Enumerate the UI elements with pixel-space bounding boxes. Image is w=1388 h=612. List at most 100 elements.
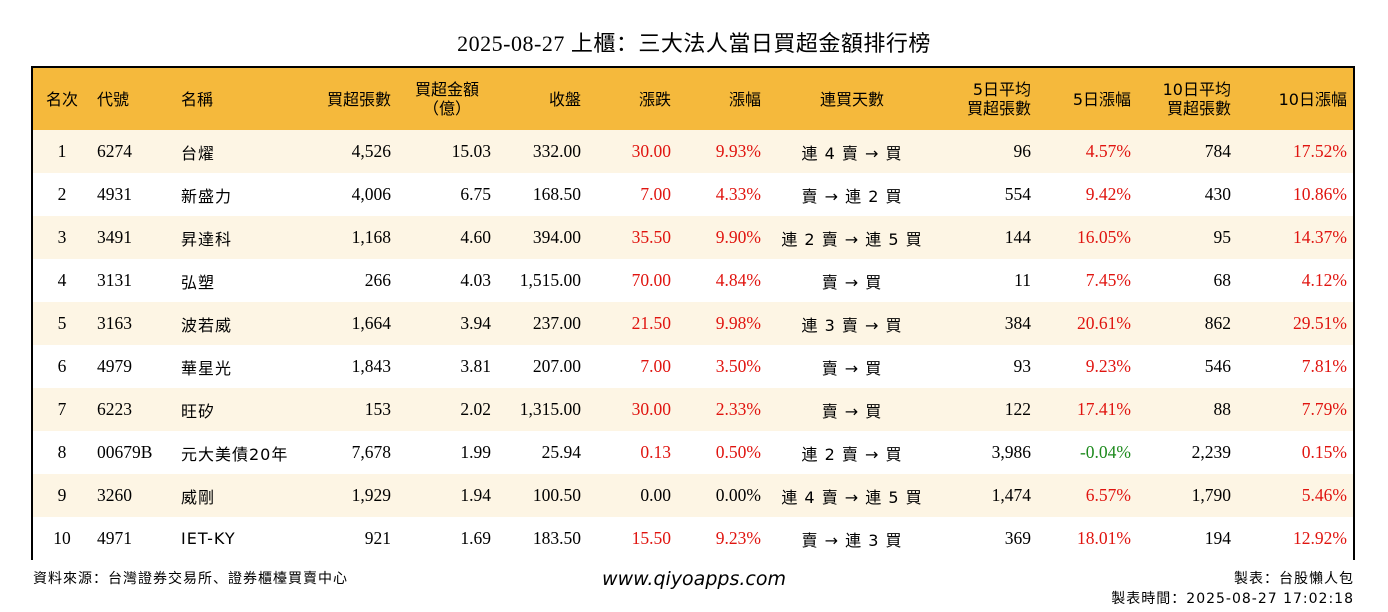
cell-pct10: 7.79% [1237, 388, 1353, 431]
cell-avg5: 11 [937, 259, 1037, 302]
table-row: 2 4931 新盛力 4,006 6.75 168.50 7.00 4.33% 賣 → 連 2 … [33, 173, 1353, 216]
cell-rank: 3 [33, 216, 91, 259]
cell-pct: 9.93% [677, 130, 767, 173]
table-body: 1 6274 台燿 4,526 15.03 332.00 30.00 9.93% 連 4 賣 →… [33, 130, 1353, 560]
cell-rank: 9 [33, 474, 91, 517]
cell-avg5: 93 [937, 345, 1037, 388]
cell-change: 21.50 [587, 302, 677, 345]
header-avg5: 5日平均 買超張數 [937, 68, 1037, 130]
cell-pct5: 20.61% [1037, 302, 1137, 345]
cell-pct10: 12.92% [1237, 517, 1353, 560]
cell-buy-lots: 1,664 [295, 302, 397, 345]
cell-avg5: 384 [937, 302, 1037, 345]
cell-buy-lots: 1,843 [295, 345, 397, 388]
cell-pct10: 7.81% [1237, 345, 1353, 388]
website-link[interactable]: www.qiyoapps.com [602, 568, 786, 590]
cell-pct5: 17.41% [1037, 388, 1137, 431]
cell-close: 237.00 [497, 302, 587, 345]
cell-rank: 1 [33, 130, 91, 173]
cell-pct: 9.23% [677, 517, 767, 560]
cell-name: IET-KY [175, 517, 295, 560]
cell-avg5: 1,474 [937, 474, 1037, 517]
cell-name: 華星光 [175, 345, 295, 388]
table-row: 3 3491 昇達科 1,168 4.60 394.00 35.50 9.90% 連 2 賣 →… [33, 216, 1353, 259]
header-code: 代號 [91, 68, 175, 130]
maker-label: 製表：台股懶人包 [1234, 571, 1354, 587]
cell-rank: 4 [33, 259, 91, 302]
cell-rank: 10 [33, 517, 91, 560]
cell-change: 7.00 [587, 173, 677, 216]
cell-rank: 5 [33, 302, 91, 345]
cell-avg10: 2,239 [1137, 431, 1237, 474]
header-avg10-line1: 10日平均 [1162, 80, 1231, 99]
cell-change: 70.00 [587, 259, 677, 302]
cell-close: 207.00 [497, 345, 587, 388]
header-buy-amount: 買超金額 （億） [397, 68, 497, 130]
cell-name: 威剛 [175, 474, 295, 517]
cell-buy-amount: 4.60 [397, 216, 497, 259]
table-row: 10 4971 IET-KY 921 1.69 183.50 15.50 9.23% 賣 → 連… [33, 517, 1353, 560]
cell-streak: 賣 → 買 [767, 259, 937, 302]
header-name: 名稱 [175, 68, 295, 130]
cell-pct5: 16.05% [1037, 216, 1137, 259]
cell-buy-amount: 3.81 [397, 345, 497, 388]
table-row: 8 00679B 元大美債20年 7,678 1.99 25.94 0.13 0.50% 連 2… [33, 431, 1353, 474]
cell-avg5: 554 [937, 173, 1037, 216]
cell-code: 6274 [91, 130, 175, 173]
cell-buy-lots: 921 [295, 517, 397, 560]
cell-avg10: 546 [1137, 345, 1237, 388]
cell-pct: 0.50% [677, 431, 767, 474]
cell-name: 元大美債20年 [175, 431, 295, 474]
cell-rank: 8 [33, 431, 91, 474]
page-title: 2025-08-27 上櫃：三大法人當日買超金額排行榜 [457, 31, 931, 56]
cell-buy-lots: 4,006 [295, 173, 397, 216]
cell-buy-amount: 1.99 [397, 431, 497, 474]
cell-close: 1,315.00 [497, 388, 587, 431]
cell-pct5: 18.01% [1037, 517, 1137, 560]
cell-buy-amount: 1.94 [397, 474, 497, 517]
cell-code: 3260 [91, 474, 175, 517]
cell-streak: 賣 → 連 3 買 [767, 517, 937, 560]
cell-avg10: 430 [1137, 173, 1237, 216]
cell-pct10: 5.46% [1237, 474, 1353, 517]
cell-name: 弘塑 [175, 259, 295, 302]
header-avg10-line2: 買超張數 [1166, 99, 1231, 118]
cell-code: 4971 [91, 517, 175, 560]
cell-code: 4931 [91, 173, 175, 216]
cell-change: 30.00 [587, 130, 677, 173]
header-pct5: 5日漲幅 [1037, 68, 1137, 130]
cell-buy-lots: 1,168 [295, 216, 397, 259]
cell-close: 332.00 [497, 130, 587, 173]
cell-pct10: 0.15% [1237, 431, 1353, 474]
cell-pct10: 10.86% [1237, 173, 1353, 216]
cell-pct5: 4.57% [1037, 130, 1137, 173]
cell-streak: 賣 → 買 [767, 388, 937, 431]
cell-pct5: 9.42% [1037, 173, 1137, 216]
cell-avg10: 194 [1137, 517, 1237, 560]
cell-streak: 賣 → 買 [767, 345, 937, 388]
cell-close: 394.00 [497, 216, 587, 259]
cell-buy-lots: 1,929 [295, 474, 397, 517]
cell-streak: 連 4 賣 → 連 5 買 [767, 474, 937, 517]
cell-avg10: 95 [1137, 216, 1237, 259]
cell-buy-lots: 153 [295, 388, 397, 431]
cell-pct: 3.50% [677, 345, 767, 388]
cell-pct: 9.90% [677, 216, 767, 259]
cell-rank: 7 [33, 388, 91, 431]
header-rank: 名次 [33, 68, 91, 130]
cell-avg10: 88 [1137, 388, 1237, 431]
cell-rank: 2 [33, 173, 91, 216]
cell-close: 100.50 [497, 474, 587, 517]
table-row: 1 6274 台燿 4,526 15.03 332.00 30.00 9.93% 連 4 賣 →… [33, 130, 1353, 173]
table-row: 6 4979 華星光 1,843 3.81 207.00 7.00 3.50% 賣 → 買 93 9… [33, 345, 1353, 388]
table-row: 4 3131 弘塑 266 4.03 1,515.00 70.00 4.84% 賣 → 買 11 7… [33, 259, 1353, 302]
table-row: 9 3260 威剛 1,929 1.94 100.50 0.00 0.00% 連 4 賣 → 連… [33, 474, 1353, 517]
cell-pct10: 29.51% [1237, 302, 1353, 345]
cell-buy-amount: 15.03 [397, 130, 497, 173]
cell-buy-amount: 3.94 [397, 302, 497, 345]
cell-pct5: 7.45% [1037, 259, 1137, 302]
ranking-table: 名次 代號 名稱 買超張數 買超金額 （億） 收盤 漲跌 漲幅 連買天數 5日平均… [31, 66, 1355, 560]
cell-name: 台燿 [175, 130, 295, 173]
cell-avg10: 784 [1137, 130, 1237, 173]
cell-streak: 連 2 賣 → 連 5 買 [767, 216, 937, 259]
